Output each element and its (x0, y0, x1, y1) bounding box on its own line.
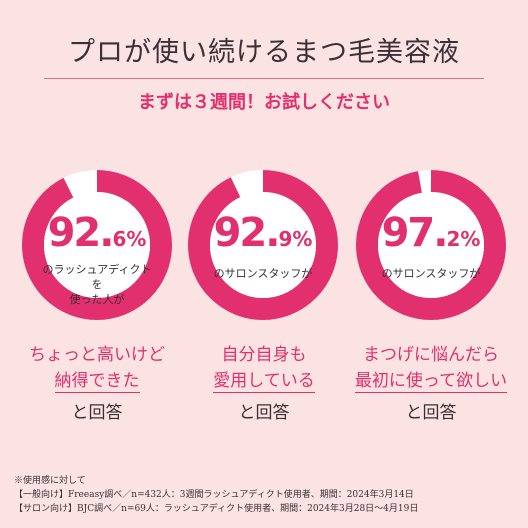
stat-caption-line: のラッシュアディクトを (42, 263, 152, 291)
heading-line: ちょっと高いけど (29, 345, 165, 365)
footnote-line: 【一般向け】Freeasy調べ／n=432人：3週間ラッシュアディクト使用者、期… (14, 490, 414, 500)
stat-ring-2: 92.9% のサロンスタッフが (188, 170, 338, 320)
heading-underlined: 最初に使って欲しい (354, 371, 508, 393)
heading-line: 自分自身も (221, 345, 307, 365)
gauge-center (378, 192, 484, 298)
footnote-line: ※使用感に対して (14, 476, 86, 486)
heading-underlined: 納得できた (54, 371, 140, 393)
stat-answer-2: と回答 (238, 403, 290, 423)
donut-gauge (22, 170, 172, 320)
footnote: ※使用感に対して 【一般向け】Freeasy調べ／n=432人：3週間ラッシュア… (14, 474, 418, 516)
stat-ring-1: 92.6% のラッシュアディクトを 使った人が (22, 170, 172, 320)
stat-heading-1: ちょっと高いけど 納得できた (9, 342, 185, 394)
stat-caption: のサロンスタッフが (376, 266, 486, 281)
donut-gauge (188, 170, 338, 320)
gauge-center (44, 192, 150, 298)
gauge-fill (356, 170, 506, 320)
stat-caption-line: のサロンスタッフが (213, 267, 313, 280)
stat-value-major: 92. (213, 210, 281, 256)
title-divider (44, 78, 484, 79)
stat-value: 97.2% (356, 210, 506, 256)
gauge-center (210, 192, 316, 298)
stat-caption: のサロンスタッフが (208, 266, 318, 281)
stat-value-major: 97. (381, 210, 449, 256)
stat-answer-3: と回答 (405, 403, 457, 423)
page-title: プロが使い続けるまつ毛美容液 (68, 37, 460, 68)
stat-value-major: 92. (47, 210, 115, 256)
stat-caption-line: のサロンスタッフが (381, 267, 481, 280)
stat-heading-3: まつげに悩んだら 最初に使って欲しい (343, 342, 519, 394)
heading-line: まつげに悩んだら (363, 345, 499, 365)
stat-answer-1: と回答 (71, 403, 123, 423)
stat-value-minor: 9% (278, 227, 313, 251)
donut-gauge (356, 170, 506, 320)
footnote-line: 【サロン向け】BJC調べ／n=69人：ラッシュアディクト使用者、期間：2024年… (14, 504, 419, 514)
gauge-fill (22, 170, 172, 320)
stat-value: 92.9% (188, 210, 338, 256)
stat-value-minor: 2% (446, 227, 481, 251)
stat-heading-2: 自分自身も 愛用している (176, 342, 352, 394)
stat-value-minor: 6% (112, 227, 147, 251)
stat-caption: のラッシュアディクトを 使った人が (42, 262, 152, 307)
stat-caption-line: 使った人が (69, 293, 125, 306)
stat-value: 92.6% (22, 210, 172, 256)
stat-ring-3: 97.2% のサロンスタッフが (356, 170, 506, 320)
page-subtitle: まずは３週間！お試しください (138, 92, 390, 113)
gauge-fill (188, 170, 338, 320)
heading-underlined: 愛用している (213, 371, 315, 393)
